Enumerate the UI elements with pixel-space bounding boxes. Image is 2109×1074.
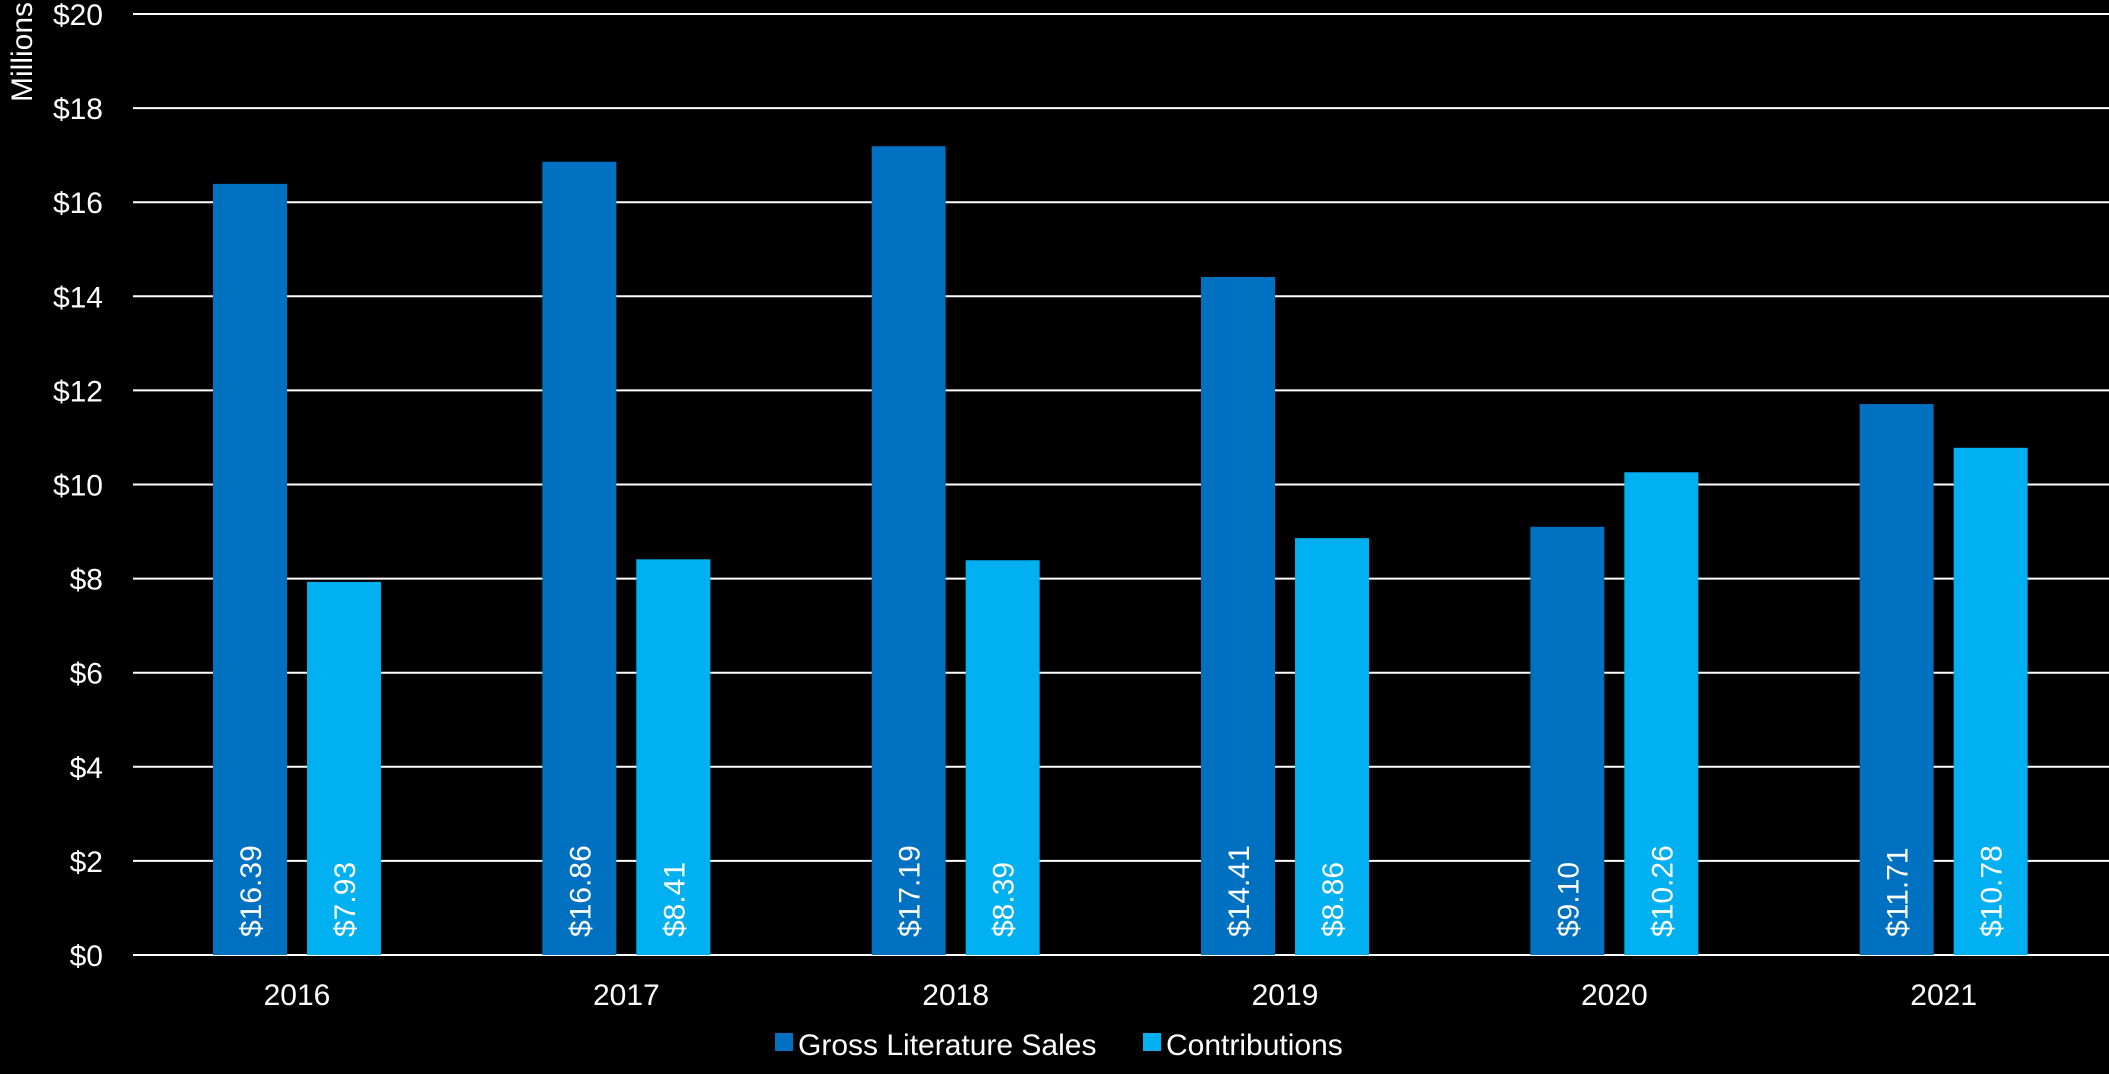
bar-gross-literature-sales-2020 xyxy=(1530,526,1605,955)
bar-gross-literature-sales-2019 xyxy=(1201,277,1275,955)
y-tick-label: $10 xyxy=(53,470,103,503)
data-label: $8.86 xyxy=(1317,862,1350,937)
legend-label: Gross Literature Sales xyxy=(798,1029,1096,1062)
data-label: $16.86 xyxy=(564,845,597,937)
y-tick-label: $6 xyxy=(70,658,103,691)
x-tick-label: 2018 xyxy=(922,979,989,1012)
x-tick-label: 2016 xyxy=(264,979,331,1012)
data-label: $16.39 xyxy=(235,845,268,937)
y-tick-label: $14 xyxy=(53,281,103,314)
bar-gross-literature-sales-2021 xyxy=(1859,404,1934,955)
y-tick-label: $2 xyxy=(70,846,103,879)
bar-contributions-2017 xyxy=(636,559,711,955)
y-axis-unit-label: Millions xyxy=(6,2,39,102)
legend-swatch xyxy=(775,1033,793,1051)
data-label: $8.41 xyxy=(658,862,691,937)
bar-gross-literature-sales-2016 xyxy=(213,183,287,956)
legend-label: Contributions xyxy=(1166,1029,1343,1062)
data-label: $9.10 xyxy=(1552,862,1585,937)
bar-gross-literature-sales-2018 xyxy=(871,146,946,955)
bar-contributions-2020 xyxy=(1624,472,1699,955)
x-tick-label: 2020 xyxy=(1581,979,1648,1012)
bar-contributions-2019 xyxy=(1295,538,1369,955)
x-axis-labels: 2016 2017 2018 2019 2020 2021 xyxy=(264,979,1977,1012)
bar-gross-literature-sales-2017 xyxy=(542,161,617,955)
data-label: $17.19 xyxy=(894,845,927,937)
data-label: $8.39 xyxy=(988,862,1021,937)
y-tick-label: $16 xyxy=(53,187,103,220)
x-tick-label: 2017 xyxy=(593,979,660,1012)
y-tick-label: $18 xyxy=(53,93,103,126)
y-axis-ticks: $0 $2 $4 $6 $8 $10 $12 $14 $16 $18 $20 xyxy=(53,0,103,973)
bar-contributions-2018 xyxy=(965,560,1040,955)
data-label: $10.26 xyxy=(1646,845,1679,937)
y-tick-label: $12 xyxy=(53,375,103,408)
legend-swatch xyxy=(1143,1033,1161,1051)
x-tick-label: 2019 xyxy=(1252,979,1319,1012)
data-label: $14.41 xyxy=(1223,845,1256,937)
data-label: $11.71 xyxy=(1882,847,1915,937)
data-label: $7.93 xyxy=(329,862,362,937)
y-tick-label: $0 xyxy=(70,940,103,973)
bar-contributions-2021 xyxy=(1953,447,2028,955)
y-tick-label: $8 xyxy=(70,564,103,597)
legend: Gross Literature Sales Contributions xyxy=(775,1029,1343,1062)
bars: $16.39 $7.93 $16.86 $8.41 $17.19 $8.39 $14.41 $… xyxy=(213,146,2028,956)
data-label: $10.78 xyxy=(1976,845,2009,937)
x-tick-label: 2021 xyxy=(1910,979,1977,1012)
y-tick-label: $20 xyxy=(53,0,103,32)
gridlines xyxy=(133,13,2109,956)
y-tick-label: $4 xyxy=(70,752,103,785)
bar-contributions-2016 xyxy=(307,581,381,955)
